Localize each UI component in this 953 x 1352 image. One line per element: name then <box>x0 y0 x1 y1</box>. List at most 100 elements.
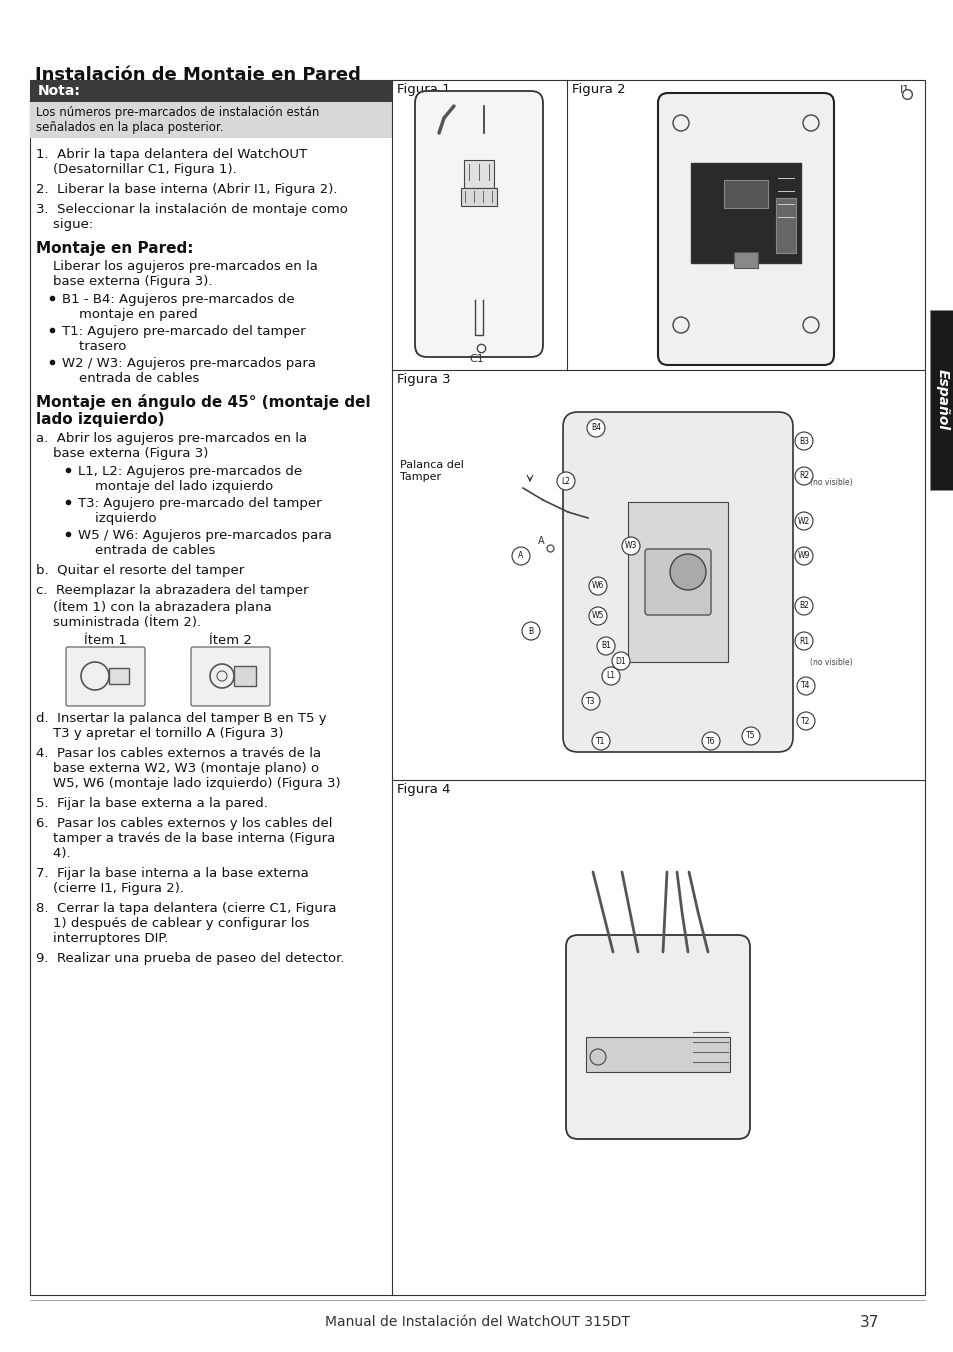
Bar <box>109 668 129 684</box>
Text: (no visible): (no visible) <box>809 479 852 487</box>
Text: A: A <box>517 552 523 561</box>
Text: Montaje en Pared:: Montaje en Pared: <box>36 241 193 256</box>
Bar <box>463 160 494 188</box>
Text: Nota:: Nota: <box>38 84 81 97</box>
Bar <box>233 667 255 685</box>
Text: a.  Abrir los agujeros pre-marcados en la
    base externa (Figura 3): a. Abrir los agujeros pre-marcados en la… <box>36 433 307 460</box>
Text: Instalación de Montaje en Pared: Instalación de Montaje en Pared <box>35 65 360 84</box>
Bar <box>30 80 392 101</box>
Text: C1: C1 <box>469 354 483 364</box>
Text: 3.  Seleccionar la instalación de montaje como
    sigue:: 3. Seleccionar la instalación de montaje… <box>36 203 348 231</box>
Text: R2: R2 <box>798 472 808 480</box>
Text: 1.  Abrir la tapa delantera del WatchOUT
    (Desatornillar C1, Figura 1).: 1. Abrir la tapa delantera del WatchOUT … <box>36 147 307 176</box>
Text: B: B <box>528 626 533 635</box>
Circle shape <box>794 512 812 530</box>
Text: 5.  Fijar la base externa a la pared.: 5. Fijar la base externa a la pared. <box>36 796 268 810</box>
Text: B1 - B4: Agujeros pre-marcados de
    montaje en pared: B1 - B4: Agujeros pre-marcados de montaj… <box>62 293 294 320</box>
Text: T3: T3 <box>586 696 595 706</box>
Text: Figura 3: Figura 3 <box>396 373 450 387</box>
Text: 7.  Fijar la base interna a la base externa
    (cierre I1, Figura 2).: 7. Fijar la base interna a la base exter… <box>36 867 309 895</box>
Text: d.  Insertar la palanca del tamper B en T5 y
    T3 y apretar el tornillo A (Fig: d. Insertar la palanca del tamper B en T… <box>36 713 326 740</box>
Bar <box>929 310 953 489</box>
Bar <box>30 80 924 1295</box>
Text: b.  Quitar el resorte del tamper: b. Quitar el resorte del tamper <box>36 564 244 577</box>
Text: c.  Reemplazar la abrazadera del tamper
    (Ítem 1) con la abrazadera plana
   : c. Reemplazar la abrazadera del tamper (… <box>36 584 308 629</box>
Text: Liberar los agujeros pre-marcados en la
    base externa (Figura 3).: Liberar los agujeros pre-marcados en la … <box>36 260 317 288</box>
Text: Figura 1: Figura 1 <box>396 82 450 96</box>
FancyBboxPatch shape <box>565 936 749 1138</box>
Text: Español: Español <box>935 369 949 430</box>
Text: T1: T1 <box>596 737 605 745</box>
Bar <box>775 197 795 253</box>
Circle shape <box>701 731 720 750</box>
Circle shape <box>794 466 812 485</box>
Bar <box>733 251 758 268</box>
Text: T3: Agujero pre-marcado del tamper
    izquierdo: T3: Agujero pre-marcado del tamper izqui… <box>78 498 321 525</box>
Text: R1: R1 <box>798 637 808 645</box>
FancyBboxPatch shape <box>415 91 542 357</box>
Text: Figura 4: Figura 4 <box>396 783 450 796</box>
FancyBboxPatch shape <box>191 648 270 706</box>
Text: T4: T4 <box>801 681 810 691</box>
Text: L1: L1 <box>606 672 615 680</box>
Text: T2: T2 <box>801 717 810 726</box>
Bar <box>460 188 497 206</box>
Text: I1: I1 <box>899 85 909 95</box>
Bar <box>30 101 392 138</box>
Text: W2: W2 <box>797 516 809 526</box>
Circle shape <box>588 577 606 595</box>
Text: Los números pre-marcados de instalación están
señalados en la placa posterior.: Los números pre-marcados de instalación … <box>36 105 319 134</box>
Text: B4: B4 <box>590 423 600 433</box>
Text: 2.  Liberar la base interna (Abrir I1, Figura 2).: 2. Liberar la base interna (Abrir I1, Fi… <box>36 183 337 196</box>
Circle shape <box>741 727 760 745</box>
Circle shape <box>796 677 814 695</box>
Text: W6: W6 <box>591 581 603 591</box>
Text: L2: L2 <box>561 476 570 485</box>
Text: D1: D1 <box>615 657 626 665</box>
Bar <box>627 502 727 662</box>
Bar <box>585 1037 729 1072</box>
Circle shape <box>581 692 599 710</box>
Text: Ítem 2: Ítem 2 <box>209 634 252 648</box>
Text: 9.  Realizar una prueba de paseo del detector.: 9. Realizar una prueba de paseo del dete… <box>36 952 344 965</box>
FancyBboxPatch shape <box>644 549 710 615</box>
Circle shape <box>589 1049 605 1065</box>
Circle shape <box>612 652 629 671</box>
Circle shape <box>521 622 539 639</box>
Text: W2 / W3: Agujeros pre-marcados para
    entrada de cables: W2 / W3: Agujeros pre-marcados para entr… <box>62 357 315 385</box>
Text: W5 / W6: Agujeros pre-marcados para
    entrada de cables: W5 / W6: Agujeros pre-marcados para entr… <box>78 529 332 557</box>
Circle shape <box>597 637 615 654</box>
Text: Palanca del
Tamper: Palanca del Tamper <box>399 460 463 481</box>
Circle shape <box>601 667 619 685</box>
FancyBboxPatch shape <box>658 93 833 365</box>
Bar <box>723 180 767 208</box>
Text: Montaje en ángulo de 45° (montaje del
lado izquierdo): Montaje en ángulo de 45° (montaje del la… <box>36 393 370 427</box>
Circle shape <box>592 731 609 750</box>
Text: Figura 2: Figura 2 <box>572 82 625 96</box>
FancyBboxPatch shape <box>562 412 792 752</box>
Circle shape <box>512 548 530 565</box>
Circle shape <box>586 419 604 437</box>
Text: Manual de Instalación del WatchOUT 315DT: Manual de Instalación del WatchOUT 315DT <box>324 1315 629 1329</box>
Text: L1, L2: Agujeros pre-marcados de
    montaje del lado izquierdo: L1, L2: Agujeros pre-marcados de montaje… <box>78 465 302 493</box>
FancyBboxPatch shape <box>66 648 145 706</box>
Text: 6.  Pasar los cables externos y los cables del
    tamper a través de la base in: 6. Pasar los cables externos y los cable… <box>36 817 335 860</box>
Circle shape <box>794 548 812 565</box>
Text: A: A <box>537 535 544 546</box>
Text: Ítem 1: Ítem 1 <box>84 634 127 648</box>
Bar <box>690 164 801 264</box>
Circle shape <box>669 554 705 589</box>
Text: 4.  Pasar los cables externos a través de la
    base externa W2, W3 (montaje pl: 4. Pasar los cables externos a través de… <box>36 748 340 790</box>
Text: W5: W5 <box>591 611 603 621</box>
Text: (no visible): (no visible) <box>809 658 852 667</box>
Text: 37: 37 <box>860 1315 879 1330</box>
Text: W9: W9 <box>797 552 809 561</box>
Circle shape <box>794 631 812 650</box>
Circle shape <box>794 598 812 615</box>
Circle shape <box>557 472 575 489</box>
Text: T6: T6 <box>705 737 715 745</box>
Text: B1: B1 <box>600 641 610 650</box>
Circle shape <box>794 433 812 450</box>
Text: T5: T5 <box>745 731 755 741</box>
Circle shape <box>588 607 606 625</box>
